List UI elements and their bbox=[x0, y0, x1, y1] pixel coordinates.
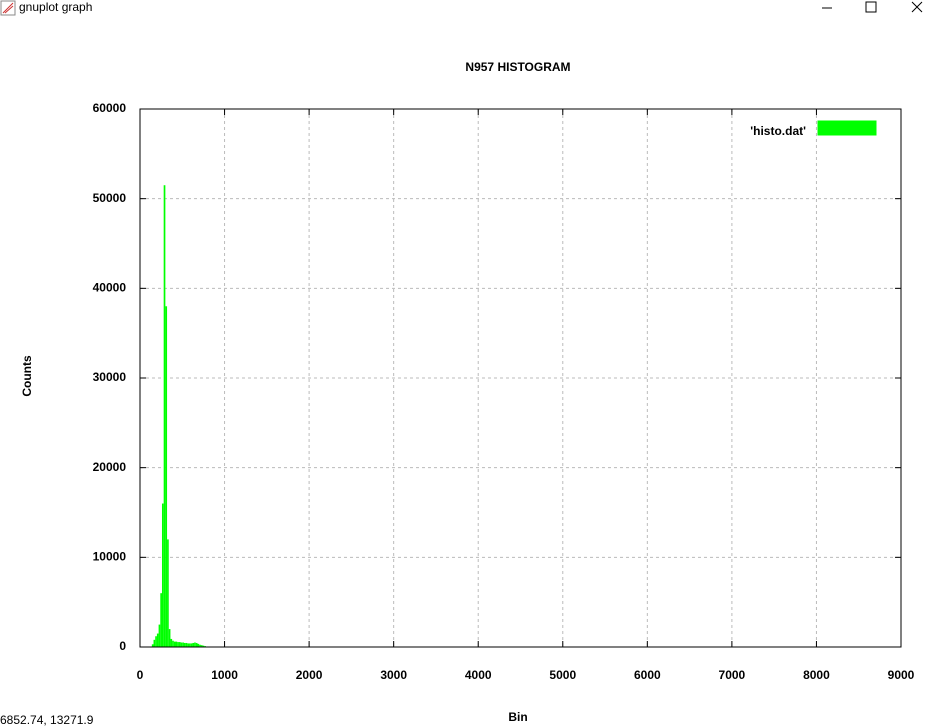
x-axis-label: Bin bbox=[508, 710, 527, 724]
x-tick-label: 5000 bbox=[549, 668, 576, 682]
y-tick-label: 60000 bbox=[93, 101, 127, 115]
histogram-bar bbox=[161, 503, 164, 647]
histogram-bar bbox=[168, 629, 171, 647]
histogram-bar bbox=[182, 642, 184, 647]
histogram-bar bbox=[165, 306, 168, 647]
x-tick-label: 8000 bbox=[803, 668, 830, 682]
window-title: gnuplot graph bbox=[19, 0, 92, 14]
histogram-bar bbox=[200, 645, 203, 647]
histogram-bar bbox=[167, 539, 169, 647]
y-tick-label: 40000 bbox=[93, 281, 127, 295]
histogram-bar bbox=[175, 641, 178, 647]
histogram-bar bbox=[158, 624, 161, 647]
histogram-bar bbox=[155, 636, 157, 647]
x-tick-label: 6000 bbox=[634, 668, 661, 682]
x-tick-label: 0 bbox=[137, 668, 144, 682]
histogram-bar bbox=[177, 642, 179, 647]
histogram-bar bbox=[178, 642, 181, 647]
histogram-bar bbox=[156, 633, 159, 647]
y-tick-label: 0 bbox=[119, 639, 126, 653]
y-tick-label: 30000 bbox=[93, 370, 127, 384]
y-axis-label: Counts bbox=[20, 355, 34, 397]
histogram-bar bbox=[195, 642, 198, 647]
x-tick-label: 4000 bbox=[465, 668, 492, 682]
x-tick-label: 2000 bbox=[296, 668, 323, 682]
histogram-bar bbox=[172, 640, 174, 647]
close-button[interactable] bbox=[911, 1, 923, 13]
legend-swatch bbox=[817, 120, 877, 136]
x-tick-label: 1000 bbox=[211, 668, 238, 682]
x-tick-label: 9000 bbox=[888, 668, 915, 682]
histogram-bar bbox=[194, 642, 196, 647]
x-tick-label: 7000 bbox=[719, 668, 746, 682]
histogram-bar bbox=[202, 645, 205, 647]
histogram-bar bbox=[151, 644, 154, 647]
histogram-bar bbox=[185, 642, 188, 647]
app-icon-mark bbox=[2, 2, 14, 14]
x-tick-label: 3000 bbox=[380, 668, 407, 682]
status-text: 6852.74, 13271.9 bbox=[0, 713, 94, 727]
histogram-bar bbox=[190, 643, 193, 647]
histogram-bar bbox=[180, 642, 183, 647]
histogram-bar bbox=[163, 185, 166, 647]
y-tick-label: 10000 bbox=[93, 550, 127, 564]
histogram-bar bbox=[183, 642, 186, 647]
y-tick-label: 50000 bbox=[93, 191, 127, 205]
histogram-bar bbox=[187, 643, 190, 647]
plot-frame bbox=[139, 108, 902, 648]
legend-label: 'histo.dat' bbox=[750, 124, 806, 138]
histogram-bar bbox=[192, 642, 195, 647]
histogram-bar bbox=[199, 644, 201, 647]
chart-title: N957 HISTOGRAM bbox=[465, 60, 570, 74]
y-tick-label: 20000 bbox=[93, 460, 127, 474]
histogram-bar bbox=[160, 593, 162, 647]
maximize-button[interactable] bbox=[865, 1, 877, 13]
histogram-bar bbox=[189, 643, 191, 647]
histogram-bar bbox=[170, 638, 173, 647]
histogram-bar bbox=[173, 641, 176, 647]
histogram-bar bbox=[197, 643, 200, 647]
histogram-bar bbox=[153, 639, 156, 647]
